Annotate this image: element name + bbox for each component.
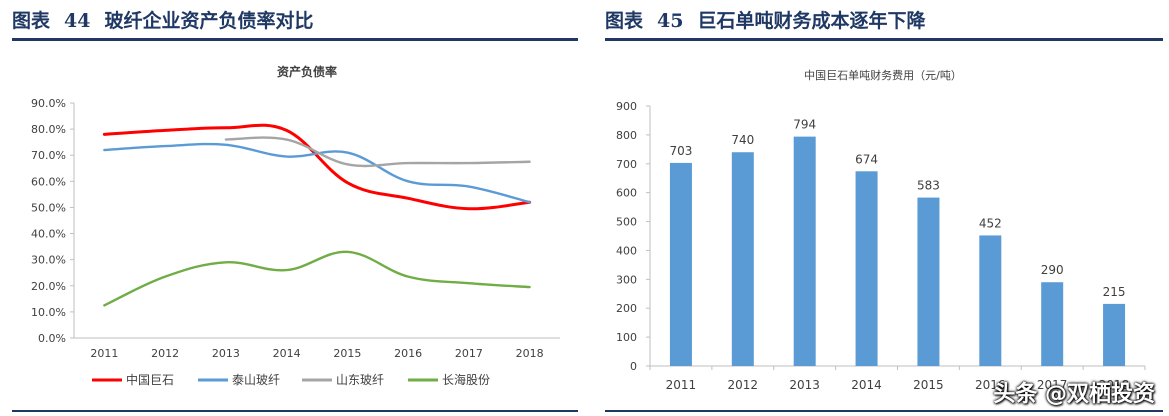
x-tick-label: 2016: [394, 347, 422, 360]
left-bottom-rule: [12, 410, 578, 412]
bar-2015: [917, 197, 940, 366]
bar-2017: [1041, 282, 1064, 366]
bar-chart-title: 中国巨石单吨财务费用（元/吨）: [804, 68, 962, 82]
data-label: 794: [793, 118, 816, 132]
x-tick-label: 2012: [728, 378, 759, 392]
x-tick-label: 2011: [90, 347, 118, 360]
x-tick-label: 2018: [1099, 378, 1130, 392]
legend-label: 山东玻纤: [336, 373, 384, 387]
y-tick-label: 80.0%: [31, 123, 66, 136]
legend-label: 泰山玻纤: [232, 373, 280, 387]
data-label: 740: [731, 133, 754, 147]
y-tick-label: 700: [616, 158, 637, 171]
x-tick-label: 2013: [789, 378, 820, 392]
bar-2018: [1103, 303, 1126, 366]
data-label: 703: [669, 144, 692, 158]
x-tick-label: 2012: [151, 347, 179, 360]
y-tick-label: 70.0%: [31, 149, 66, 162]
x-tick-label: 2011: [666, 378, 697, 392]
y-tick-label: 50.0%: [31, 201, 66, 214]
data-label: 215: [1103, 285, 1126, 299]
right-figure-panel: 图表 45 巨石单吨财务成本逐年下降 中国巨石单吨财务费用（元/吨） 0 100 200 3…: [605, 0, 1163, 416]
x-tick-label: 2017: [1037, 378, 1068, 392]
legend-label: 长海股份: [442, 372, 490, 387]
right-bottom-rule: [605, 410, 1163, 412]
y-tick-label: 100: [616, 331, 637, 344]
series-line-4: [103, 250, 531, 307]
legend-label: 中国巨石: [126, 372, 174, 387]
right-figure-label: 图表: [605, 10, 644, 32]
y-tick-label: 20.0%: [31, 280, 66, 293]
x-tick-label: 2015: [913, 378, 944, 392]
y-tick-label: 200: [616, 302, 637, 315]
y-tick-label: 0: [630, 360, 637, 373]
left-top-rule: [12, 38, 578, 41]
y-tick-label: 400: [616, 244, 637, 257]
y-tick-label: 30.0%: [31, 254, 66, 267]
left-figure-title: 图表 44 玻纤企业资产负债率对比: [12, 6, 578, 36]
y-tick-label: 0.0%: [38, 332, 66, 345]
x-tick-label: 2017: [455, 347, 483, 360]
debt-ratio-line-chart: 资产负债率 0.0% 10.0% 20.0% 30.0% 40.0% 50.0% 60.0% 7…: [31, 64, 560, 387]
x-tick-label: 2016: [975, 378, 1006, 392]
bar-2014: [855, 171, 878, 366]
y-tick-label: 600: [616, 187, 637, 200]
series-line-3: [224, 136, 531, 168]
left-figure-caption: 玻纤企业资产负债率对比: [104, 10, 314, 32]
bar-2011: [669, 162, 692, 366]
right-figure-caption: 巨石单吨财务成本逐年下降: [697, 10, 926, 32]
left-figure-number: 44: [64, 10, 91, 32]
x-tick-label: 2014: [273, 347, 301, 360]
x-tick-label: 2015: [333, 347, 361, 360]
data-label: 583: [917, 179, 940, 193]
right-figure-number: 45: [657, 10, 684, 32]
data-label: 452: [979, 216, 1002, 230]
x-tick-label: 2018: [516, 347, 544, 360]
bar-2012: [731, 152, 754, 366]
left-figure-label: 图表: [12, 10, 51, 32]
bar-2013: [793, 136, 816, 366]
finance-cost-bar-chart: 中国巨石单吨财务费用（元/吨） 0 100 200 300 400 500 600 700 800…: [616, 68, 1146, 392]
y-tick-label: 10.0%: [31, 306, 66, 319]
x-tick-label: 2014: [851, 378, 882, 392]
right-figure-title: 图表 45 巨石单吨财务成本逐年下降: [605, 6, 1163, 36]
data-label: 674: [855, 152, 878, 166]
y-tick-label: 40.0%: [31, 228, 66, 241]
y-tick-label: 300: [616, 273, 637, 286]
y-tick-label: 90.0%: [31, 97, 66, 110]
line-chart-title: 资产负债率: [277, 64, 337, 79]
y-tick-label: 60.0%: [31, 175, 66, 188]
y-tick-label: 800: [616, 129, 637, 142]
bar-2016: [979, 235, 1002, 366]
y-tick-label: 500: [616, 216, 637, 229]
data-label: 290: [1041, 263, 1064, 277]
series-line-1: [102, 123, 532, 211]
x-tick-label: 2013: [212, 347, 240, 360]
right-top-rule: [605, 38, 1163, 41]
watermark-text: 头条 @双栖投资: [993, 382, 1155, 407]
y-tick-label: 900: [616, 100, 637, 113]
left-figure-panel: 图表 44 玻纤企业资产负债率对比 资产负债率 0.0% 10.0% 20.0% 30.0%…: [12, 0, 578, 416]
